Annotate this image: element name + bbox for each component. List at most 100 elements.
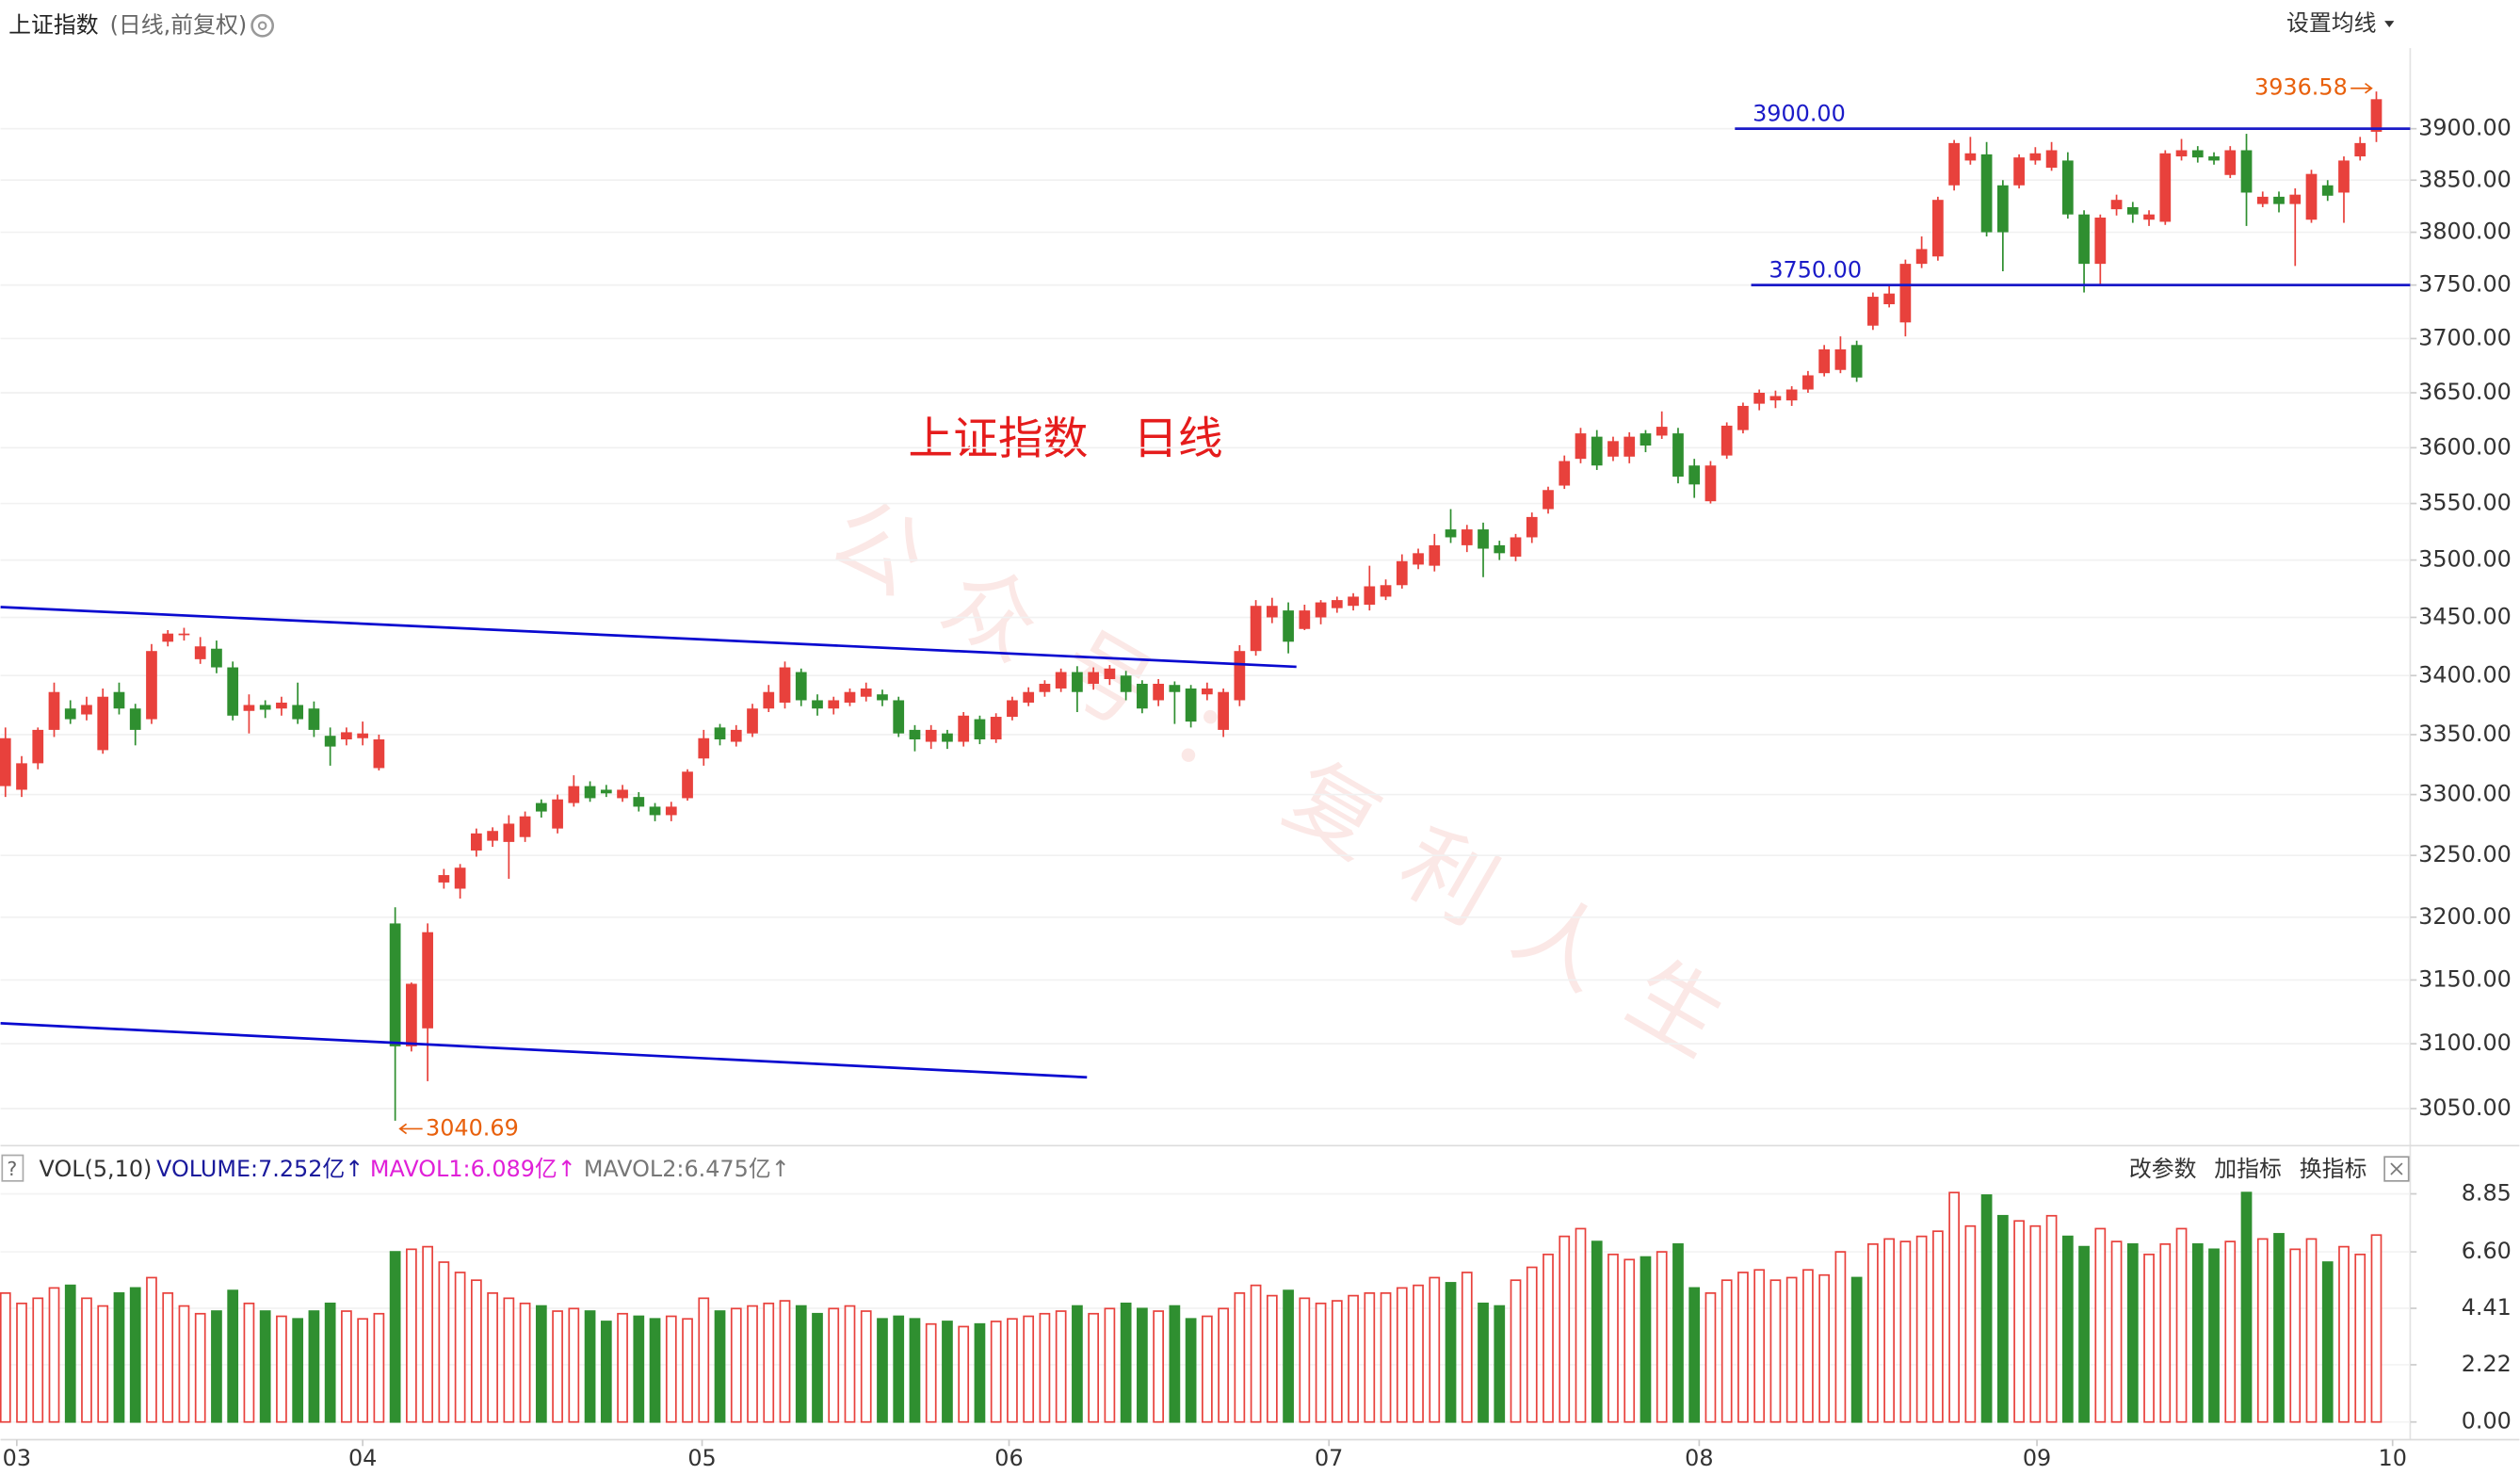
help-box[interactable] xyxy=(1,1154,24,1182)
y-tick-label: 3100.00 xyxy=(2418,1029,2512,1056)
candle-body xyxy=(1980,154,1993,233)
volume-bar xyxy=(1737,1272,1749,1423)
volume-bar xyxy=(747,1305,758,1423)
candle-body xyxy=(763,691,775,709)
candle-body xyxy=(2078,214,2090,265)
close-cross[interactable] xyxy=(2390,1162,2403,1175)
volume-bar xyxy=(1120,1302,1132,1423)
panel-button[interactable]: 改参数 xyxy=(2129,1156,2197,1182)
volume-bar xyxy=(649,1318,661,1423)
candle-body xyxy=(828,700,840,709)
x-tick-label: 10 xyxy=(2379,1445,2407,1471)
candle-body xyxy=(682,771,693,799)
volume-bar xyxy=(1915,1235,1928,1423)
volume-bar xyxy=(487,1292,498,1423)
volume-bar xyxy=(2094,1227,2107,1423)
volume-bar xyxy=(600,1321,612,1423)
volume-bar xyxy=(2159,1243,2172,1423)
y-tick-label: 3150.00 xyxy=(2418,965,2512,992)
candle-body xyxy=(1996,185,2009,233)
candle-body xyxy=(1007,700,1018,718)
volume-bar xyxy=(893,1315,905,1423)
vol-mavol1: MAVOL1:6.089亿↑ xyxy=(370,1156,576,1182)
volume-bar xyxy=(1575,1227,1587,1423)
close-button[interactable] xyxy=(2383,1156,2410,1182)
volume-bar xyxy=(2256,1238,2269,1423)
candle-body xyxy=(2224,150,2237,175)
volume-bar xyxy=(2338,1245,2350,1423)
gear-ring[interactable] xyxy=(250,13,275,38)
candle-body xyxy=(1720,425,1733,456)
candle-body xyxy=(1234,651,1246,701)
candle-body xyxy=(600,789,612,794)
volume-bar xyxy=(1396,1287,1408,1423)
y-tick-label: 3900.00 xyxy=(2418,115,2512,141)
candle-body xyxy=(1543,490,1554,510)
volume-bar xyxy=(958,1325,970,1423)
volume-bar xyxy=(292,1318,304,1423)
candle-body xyxy=(1591,436,1603,466)
candle-body xyxy=(2159,153,2172,222)
y-tick-label: 3700.00 xyxy=(2418,324,2512,350)
settings-icon[interactable] xyxy=(250,13,275,38)
candle-body xyxy=(1526,516,1538,538)
candle-body xyxy=(1396,560,1408,586)
ma-settings[interactable]: 设置均线 xyxy=(2286,10,2377,37)
candle-body xyxy=(2094,218,2107,265)
volume-bar xyxy=(2110,1240,2123,1423)
candle-body xyxy=(146,651,157,720)
volume-bar xyxy=(1380,1292,1392,1423)
volume-bar xyxy=(990,1321,1002,1423)
volume-bar xyxy=(2240,1191,2253,1423)
candle-body xyxy=(194,646,206,659)
candle-body xyxy=(1072,672,1083,692)
volume-bar xyxy=(974,1322,986,1423)
candle-body xyxy=(64,708,76,720)
plot: 3050.00 3100.00 3150.00 3200.00 3250.00 3300.… xyxy=(0,74,2512,1471)
volume-bar xyxy=(1185,1318,1197,1423)
candle-body xyxy=(2289,194,2302,204)
candle-body xyxy=(389,923,401,1046)
y-tick-label: 3650.00 xyxy=(2418,379,2512,405)
close-box[interactable] xyxy=(2383,1156,2410,1182)
candle-body xyxy=(1364,586,1376,606)
vol-y-tick-label: 4.41 xyxy=(2462,1294,2512,1321)
volume-bar xyxy=(1072,1305,1083,1423)
level-label: 3900.00 xyxy=(1753,100,1846,126)
candle-body xyxy=(243,705,255,711)
volume-bar xyxy=(1591,1240,1603,1423)
dropdown-arrow[interactable] xyxy=(2384,21,2395,27)
volume-bar xyxy=(1234,1292,1246,1423)
candle-body xyxy=(2013,157,2025,186)
candle-body xyxy=(1461,529,1473,545)
candle-body xyxy=(324,736,336,747)
volume-bar xyxy=(357,1318,369,1423)
candle-body xyxy=(1510,537,1522,557)
vol-indicator: VOL(5,10) xyxy=(40,1156,153,1182)
x-tick-label: 05 xyxy=(687,1445,716,1471)
volume-bar xyxy=(1720,1279,1733,1423)
volume-bar xyxy=(146,1276,157,1423)
panel-button[interactable]: 加指标 xyxy=(2214,1156,2282,1182)
volume-bar xyxy=(1785,1276,1798,1423)
candle-body xyxy=(2354,142,2367,157)
volume-bar xyxy=(227,1289,239,1423)
candle-body xyxy=(1607,441,1619,457)
gear-core[interactable] xyxy=(257,21,267,31)
candle-body xyxy=(2273,196,2285,204)
volume-bar xyxy=(1980,1194,1993,1423)
panel-button[interactable]: 换指标 xyxy=(2300,1156,2367,1182)
candle-body xyxy=(730,729,742,742)
help-icon[interactable]: ? xyxy=(7,1158,17,1180)
candle-body xyxy=(584,786,596,799)
candle-body xyxy=(308,708,320,730)
trend-line xyxy=(0,606,1297,669)
y-tick-label: 3450.00 xyxy=(2418,603,2512,629)
candle-body xyxy=(503,823,515,842)
candle-body xyxy=(958,715,970,742)
candle-body xyxy=(552,799,563,829)
volume-bar xyxy=(454,1272,466,1423)
volume-bar xyxy=(1510,1279,1522,1423)
volume-bar xyxy=(844,1305,856,1423)
volume-bar xyxy=(1769,1279,1782,1423)
